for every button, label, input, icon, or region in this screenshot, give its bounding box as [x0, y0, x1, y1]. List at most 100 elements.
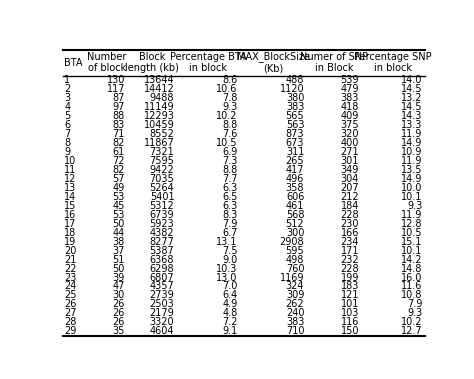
- Text: 12293: 12293: [144, 111, 174, 121]
- Text: 595: 595: [286, 246, 304, 255]
- Text: 14: 14: [64, 192, 77, 202]
- Text: 301: 301: [341, 156, 359, 166]
- Text: Block
length (kb): Block length (kb): [125, 52, 179, 74]
- Text: 230: 230: [341, 219, 359, 229]
- Text: 26: 26: [113, 309, 125, 318]
- Text: 409: 409: [341, 111, 359, 121]
- Text: 13.2: 13.2: [401, 93, 423, 103]
- Text: 320: 320: [341, 129, 359, 139]
- Text: 11.9: 11.9: [401, 129, 423, 139]
- Text: 10.8: 10.8: [401, 290, 423, 301]
- Text: 83: 83: [113, 120, 125, 130]
- Text: 417: 417: [286, 165, 304, 175]
- Text: 6.7: 6.7: [222, 228, 238, 238]
- Text: 11.6: 11.6: [401, 282, 423, 291]
- Text: 10459: 10459: [144, 120, 174, 130]
- Text: 6298: 6298: [150, 263, 174, 274]
- Text: 8.3: 8.3: [223, 210, 238, 220]
- Text: 6739: 6739: [150, 210, 174, 220]
- Text: 673: 673: [286, 138, 304, 148]
- Text: 7.8: 7.8: [222, 93, 238, 103]
- Text: 7.9: 7.9: [222, 219, 238, 229]
- Text: 262: 262: [286, 299, 304, 309]
- Text: 15.1: 15.1: [401, 236, 423, 247]
- Text: 13.0: 13.0: [217, 273, 238, 282]
- Text: 13.3: 13.3: [401, 120, 423, 130]
- Text: 25: 25: [64, 290, 77, 301]
- Text: 873: 873: [286, 129, 304, 139]
- Text: 3320: 3320: [150, 317, 174, 327]
- Text: 11.9: 11.9: [401, 156, 423, 166]
- Text: 82: 82: [113, 165, 125, 175]
- Text: 10.9: 10.9: [401, 147, 423, 157]
- Text: 16.0: 16.0: [401, 273, 423, 282]
- Text: 10.2: 10.2: [216, 111, 238, 121]
- Text: 9488: 9488: [150, 93, 174, 103]
- Text: 383: 383: [286, 102, 304, 112]
- Text: 265: 265: [286, 156, 304, 166]
- Text: 8.6: 8.6: [223, 75, 238, 85]
- Text: 8.8: 8.8: [223, 165, 238, 175]
- Text: 8.8: 8.8: [223, 120, 238, 130]
- Text: 11.9: 11.9: [401, 210, 423, 220]
- Text: 45: 45: [113, 201, 125, 211]
- Text: 496: 496: [286, 174, 304, 184]
- Text: 6368: 6368: [150, 255, 174, 265]
- Text: 171: 171: [341, 246, 359, 255]
- Text: 47: 47: [113, 282, 125, 291]
- Text: 11867: 11867: [144, 138, 174, 148]
- Text: 21: 21: [64, 255, 77, 265]
- Text: 11: 11: [64, 165, 77, 175]
- Text: 130: 130: [107, 75, 125, 85]
- Text: 50: 50: [113, 263, 125, 274]
- Text: 383: 383: [341, 93, 359, 103]
- Text: 13.1: 13.1: [217, 236, 238, 247]
- Text: 16: 16: [64, 210, 77, 220]
- Text: 324: 324: [286, 282, 304, 291]
- Text: 199: 199: [341, 273, 359, 282]
- Text: 4357: 4357: [150, 282, 174, 291]
- Text: 461: 461: [286, 201, 304, 211]
- Text: 97: 97: [113, 102, 125, 112]
- Text: 15: 15: [64, 201, 77, 211]
- Text: 8277: 8277: [149, 236, 174, 247]
- Text: 300: 300: [286, 228, 304, 238]
- Text: 383: 383: [286, 317, 304, 327]
- Text: 10.0: 10.0: [401, 183, 423, 193]
- Text: 26: 26: [113, 317, 125, 327]
- Text: 7.3: 7.3: [222, 156, 238, 166]
- Text: 234: 234: [341, 236, 359, 247]
- Text: 71: 71: [113, 129, 125, 139]
- Text: 10.2: 10.2: [401, 317, 423, 327]
- Text: 7.2: 7.2: [222, 317, 238, 327]
- Text: 53: 53: [113, 210, 125, 220]
- Text: 7.0: 7.0: [222, 282, 238, 291]
- Text: 10.1: 10.1: [401, 192, 423, 202]
- Text: 37: 37: [113, 246, 125, 255]
- Text: 150: 150: [341, 326, 359, 337]
- Text: 14.5: 14.5: [401, 102, 423, 112]
- Text: 49: 49: [113, 183, 125, 193]
- Text: 5923: 5923: [150, 219, 174, 229]
- Text: 10.3: 10.3: [217, 263, 238, 274]
- Text: 5264: 5264: [150, 183, 174, 193]
- Text: 565: 565: [286, 111, 304, 121]
- Text: 3: 3: [64, 93, 71, 103]
- Text: 9.3: 9.3: [223, 102, 238, 112]
- Text: 11149: 11149: [144, 102, 174, 112]
- Text: 10.5: 10.5: [401, 228, 423, 238]
- Text: 6: 6: [64, 120, 71, 130]
- Text: 29: 29: [64, 326, 77, 337]
- Text: 13: 13: [64, 183, 77, 193]
- Text: 44: 44: [113, 228, 125, 238]
- Text: 4: 4: [64, 102, 71, 112]
- Text: 375: 375: [340, 120, 359, 130]
- Text: 183: 183: [341, 282, 359, 291]
- Text: 760: 760: [286, 263, 304, 274]
- Text: 14.3: 14.3: [401, 111, 423, 121]
- Text: 418: 418: [341, 102, 359, 112]
- Text: 14.5: 14.5: [401, 84, 423, 94]
- Text: 30: 30: [113, 290, 125, 301]
- Text: 304: 304: [341, 174, 359, 184]
- Text: 349: 349: [341, 165, 359, 175]
